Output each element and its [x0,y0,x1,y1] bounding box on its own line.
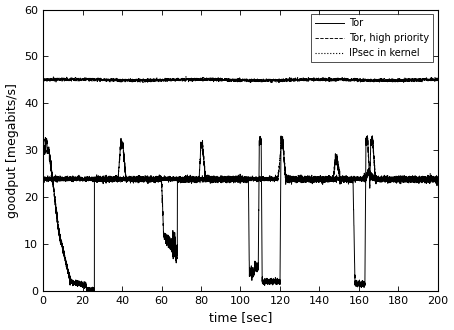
Tor, high priority [183,178,189,182]
Line: Tor, high priority: Tor, high priority [43,140,438,183]
Line: IPsec in kernel: IPsec in kernel [43,77,438,82]
Tor [40,147,46,151]
IPsec in kernel [274,78,280,82]
IPsec in kernel [183,76,189,80]
Tor [60,250,66,254]
Tor, high priority [60,176,66,180]
IPsec in kernel [354,80,360,83]
IPsec in kernel [333,78,339,82]
IPsec in kernel [435,76,440,80]
X-axis label: time [sec]: time [sec] [209,312,272,324]
IPsec in kernel [40,78,46,82]
Tor, high priority [354,178,360,182]
Line: Tor: Tor [43,136,438,291]
Legend: Tor, Tor, high priority, IPsec in kernel: Tor, Tor, high priority, IPsec in kernel [311,15,433,62]
Tor, high priority [435,176,440,180]
Tor [333,158,339,162]
Tor [183,176,189,180]
Tor [435,177,440,181]
IPsec in kernel [393,81,398,84]
Tor, high priority [274,178,280,182]
IPsec in kernel [60,78,66,82]
Tor, high priority [333,178,339,182]
Tor, high priority [128,182,133,185]
Tor, high priority [291,177,297,181]
Tor [365,134,370,138]
IPsec in kernel [183,75,189,79]
Tor, high priority [40,177,46,181]
Tor [354,281,360,285]
Y-axis label: goodput [megabits/s]: goodput [megabits/s] [5,83,19,218]
Tor [274,280,280,283]
Tor [291,178,296,182]
Tor, high priority [280,138,285,142]
IPsec in kernel [291,79,296,82]
Tor [84,289,89,293]
